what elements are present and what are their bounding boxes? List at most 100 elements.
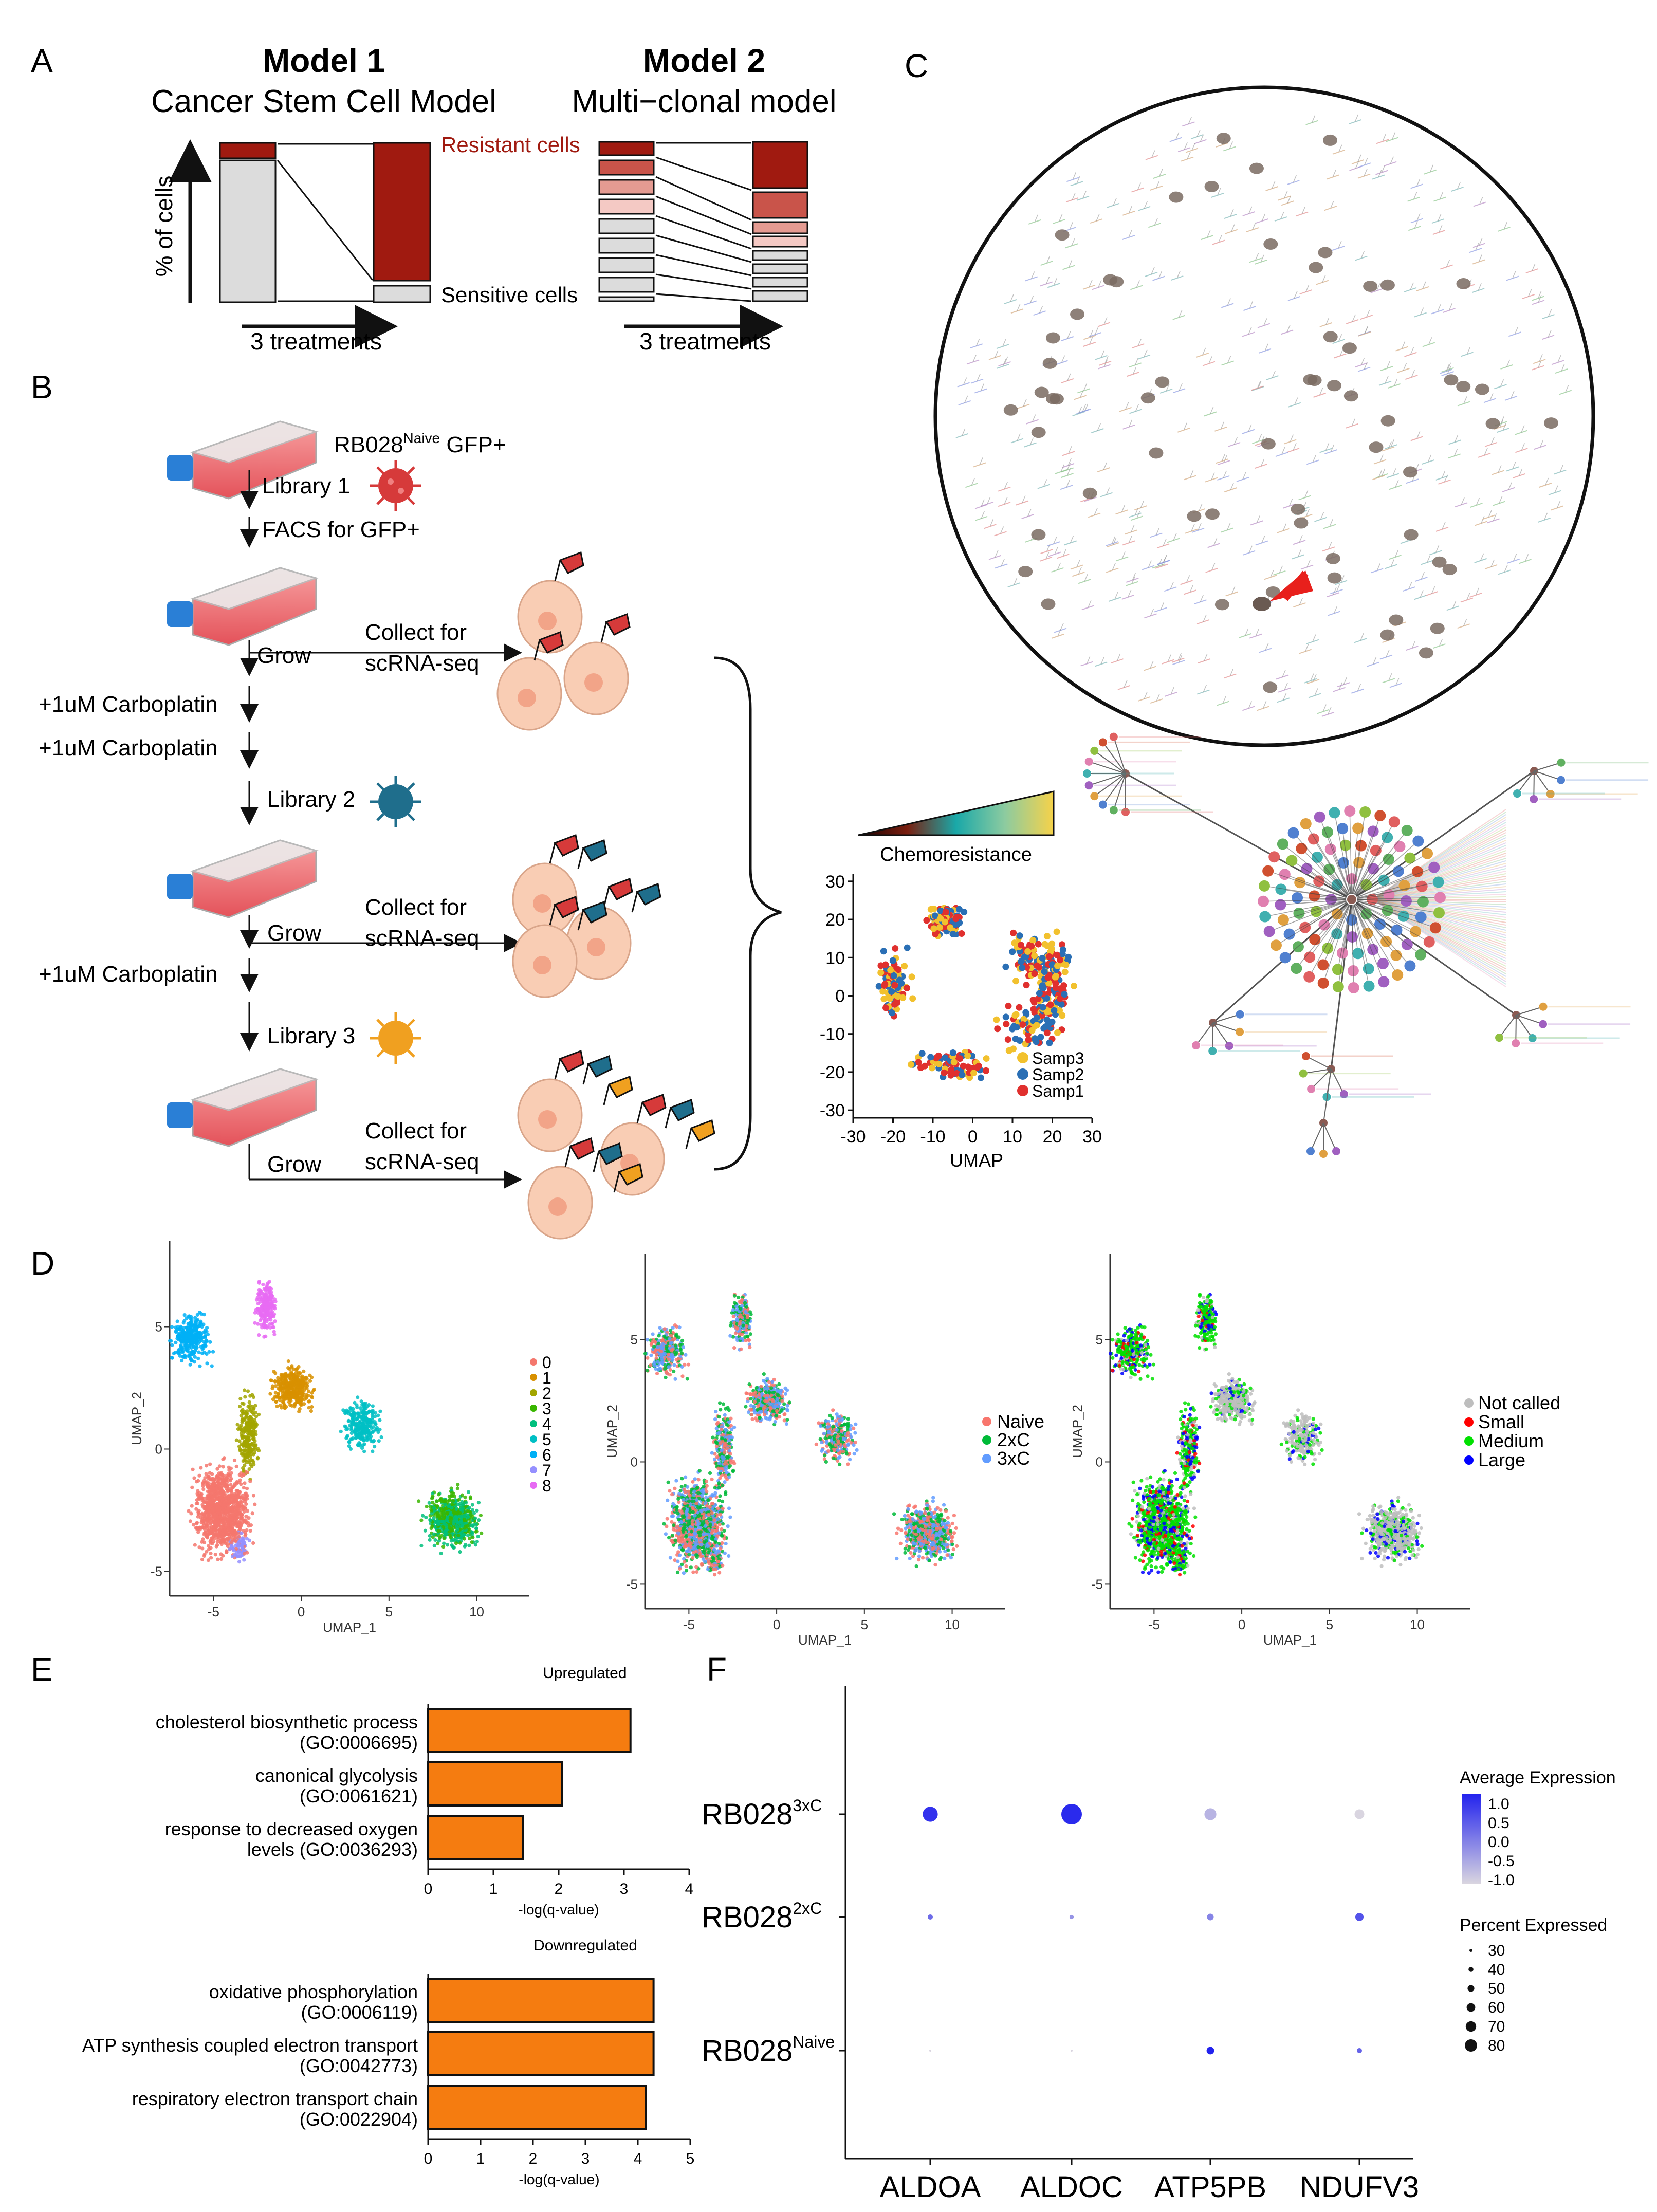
mini-umap-xtick: -20 [880,1127,906,1147]
umap-point [1070,982,1077,989]
network-node [1401,824,1413,836]
umap-point [209,1556,213,1560]
umap-xlabel: UMAP_1 [798,1632,852,1648]
model1-after-resistant [373,142,431,282]
mini-umap-xtick: 30 [1082,1127,1102,1147]
network-node [1279,869,1291,880]
umap-point [1010,1023,1018,1030]
network-node [1495,1034,1504,1042]
umap-point [948,1066,955,1073]
umap-ylabel: UMAP_2 [604,1405,620,1458]
network-node [1292,892,1303,904]
barcode-tag-icon [559,1049,584,1073]
barcode-tag-icon [641,1093,667,1116]
umap-point [253,1404,257,1408]
umap-point [203,1330,207,1334]
umap-point [192,1476,196,1480]
umap-point [229,1483,233,1487]
umap-point [431,1535,435,1539]
umap-point [371,1404,375,1408]
umap-point [255,1457,260,1461]
clone-node [1018,566,1033,578]
umap-point [241,1494,245,1498]
network-node [1277,838,1288,850]
umap-point [881,981,889,988]
umap-point [1052,972,1059,980]
umap-point [721,1402,726,1406]
umap-point [1033,1022,1040,1029]
umap-point [208,1529,212,1533]
umap-point [441,1511,446,1516]
umap-point [245,1551,249,1555]
umap-point [205,1361,209,1366]
umap-point [237,1535,241,1539]
umap-point [181,1329,185,1333]
clone-node [1475,383,1489,395]
umap-point [889,957,896,964]
umap-point [207,1513,211,1517]
umap-point [364,1411,369,1415]
umap-point [242,1388,247,1392]
umap-point [294,1373,298,1377]
network-node [1370,844,1382,856]
umap-point [371,1418,375,1422]
umap-point [273,1319,277,1323]
network-node [1415,911,1427,923]
umap-point [260,1305,264,1310]
collect3-label-a: Collect for [365,1118,467,1144]
umap-point [244,1424,249,1428]
umap-ytick: -5 [151,1563,162,1579]
network-node [1432,876,1444,888]
umap-point [923,917,930,924]
network-node [1374,918,1386,930]
umap-point [476,1534,480,1539]
umap-point [295,1367,299,1371]
umap-point [362,1402,366,1406]
umap-point [246,1389,250,1393]
umap-point [191,1344,196,1349]
umap-point [379,1435,383,1440]
umap-point [205,1464,209,1468]
network-node [1513,789,1522,798]
umap-xtick: 0 [298,1604,305,1619]
umap-point [170,1325,174,1329]
umap-xtick: -5 [683,1617,695,1632]
umap-point [470,1503,474,1507]
umap-point [210,1472,214,1476]
umap-point [355,1403,359,1407]
umap-point [201,1487,206,1491]
clone-node [1263,681,1278,693]
mini-umap-xtick: 0 [968,1127,978,1147]
umap-point [347,1441,352,1445]
umap-point [235,1542,240,1546]
umap-point [744,1405,748,1409]
umap-point [444,1529,448,1533]
umap-point [823,1453,827,1458]
umap-point [360,1446,364,1450]
umap-point [221,1517,225,1521]
network-node [1303,971,1315,983]
umap-point [224,1529,228,1534]
umap-point [201,1484,205,1488]
umap-point [223,1521,227,1525]
umap-point [199,1312,204,1316]
umap-point [181,1321,186,1325]
umap-point [1043,1008,1051,1016]
umap-point [378,1418,382,1422]
umap-point [451,1522,456,1526]
umap-point [1016,932,1023,939]
clone-node [1369,441,1384,453]
umap-point [464,1501,468,1505]
network-node [1337,823,1349,835]
umap-point [307,1399,311,1404]
umap-point [229,1543,234,1547]
umap-ytick: -5 [626,1576,638,1592]
barcode-tag-icon [554,895,579,918]
umap-point [215,1543,219,1547]
flask-icon [167,567,319,646]
umap-point [194,1507,198,1511]
umap-point [1056,995,1063,1002]
clone-node [1155,376,1170,388]
umap-point [224,1496,228,1500]
collect1-label-b: scRNA-seq [365,651,480,676]
